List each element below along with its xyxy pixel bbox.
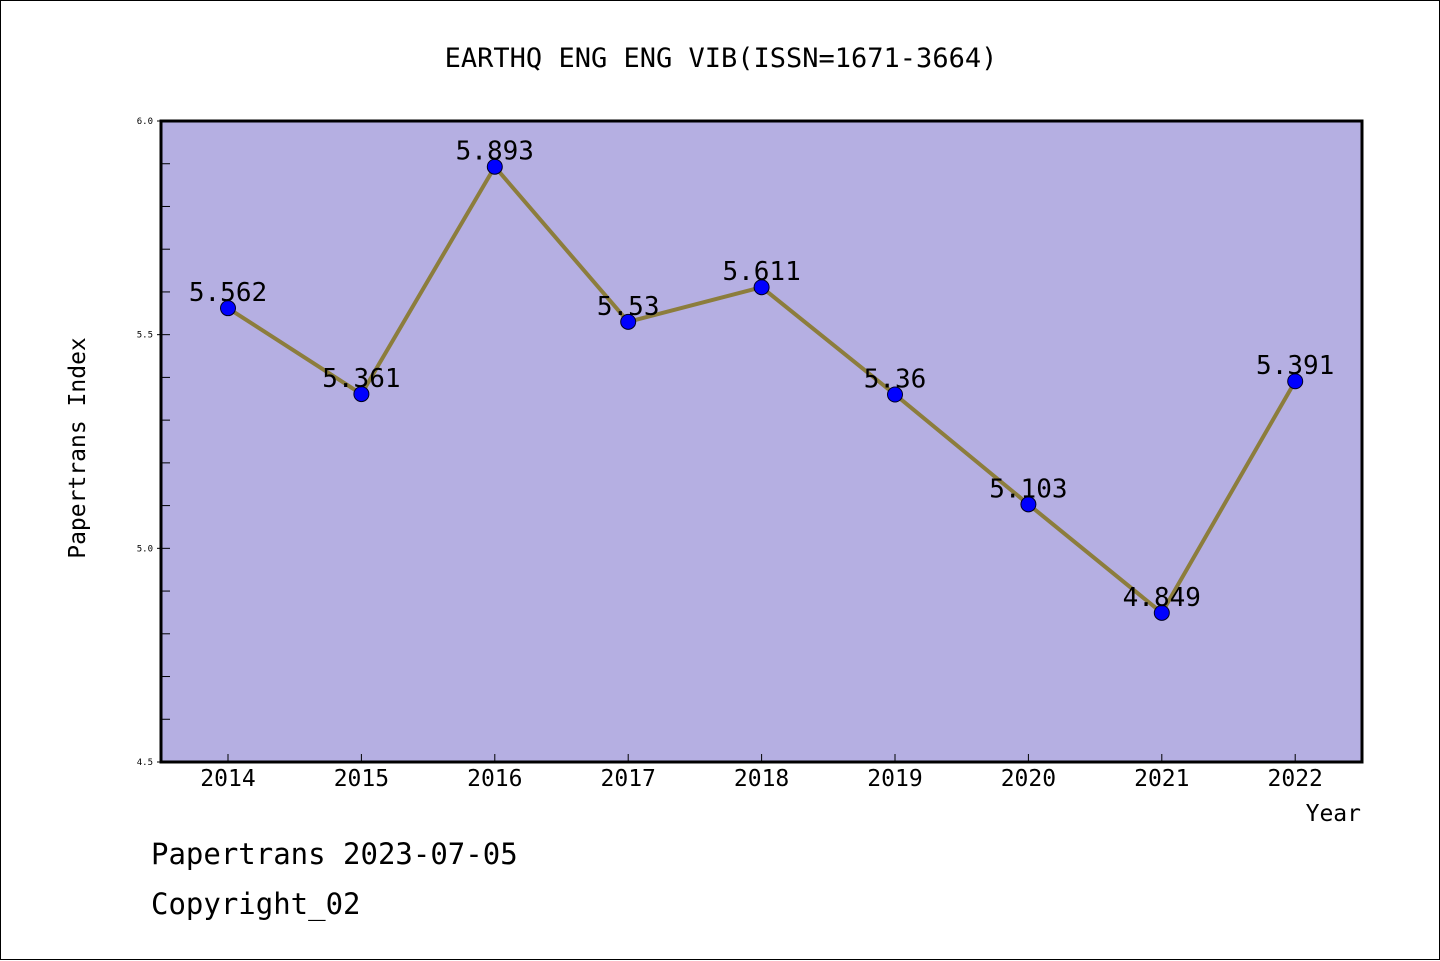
data-label: 5.391 — [1256, 351, 1334, 381]
series-line: 5.562 5.361 5.893 5.53 5.611 5.36 5.103 4.849 5.… — [189, 137, 1334, 621]
data-point — [486, 158, 503, 175]
data-point — [753, 279, 770, 296]
data-point — [887, 386, 903, 403]
y-tick-label: 5.5 — [137, 331, 153, 341]
x-tick-label: 2017 — [601, 766, 656, 792]
data-point — [620, 313, 637, 330]
footer-copyright: Copyright_02 — [151, 887, 361, 921]
x-axis: 2014 2015 2016 2017 2018 2019 2020 2021 2022 — [200, 754, 1323, 792]
y-tick-label: 6.0 — [137, 117, 153, 127]
data-label: 5.893 — [456, 137, 534, 167]
y-tick-label: 5.0 — [137, 544, 153, 554]
footer-date: Papertrans 2023-07-05 — [151, 837, 518, 871]
data-point — [220, 300, 236, 317]
data-point — [1020, 496, 1037, 513]
x-tick-label: 2018 — [734, 766, 789, 792]
data-label: 5.361 — [322, 364, 400, 394]
data-label: 5.103 — [989, 474, 1067, 504]
data-label: 5.53 — [597, 292, 660, 322]
data-point — [353, 386, 370, 403]
x-axis-label: Year — [1306, 801, 1361, 827]
chart-title: EARTHQ ENG ENG VIB(ISSN=1671-3664) — [445, 43, 998, 74]
x-tick-label: 2019 — [867, 766, 922, 792]
y-axis-label: Papertrans Index — [65, 337, 91, 559]
plot-area — [159, 119, 1364, 764]
y-tick-label: 4.5 — [137, 758, 153, 768]
x-tick-label: 2015 — [334, 766, 389, 792]
y-axis: 4.5 5.0 5.5 6.0 — [137, 117, 170, 768]
x-tick-label: 2014 — [200, 766, 255, 792]
data-point — [1153, 604, 1170, 621]
x-tick-label: 2016 — [467, 766, 522, 792]
x-tick-label: 2020 — [1001, 766, 1056, 792]
data-label: 5.611 — [722, 257, 800, 287]
data-label: 5.36 — [864, 364, 927, 394]
data-label: 4.849 — [1123, 583, 1201, 613]
x-tick-label: 2022 — [1268, 766, 1323, 792]
x-tick-label: 2021 — [1134, 766, 1189, 792]
data-point — [1287, 373, 1304, 390]
data-label: 5.562 — [189, 278, 267, 308]
